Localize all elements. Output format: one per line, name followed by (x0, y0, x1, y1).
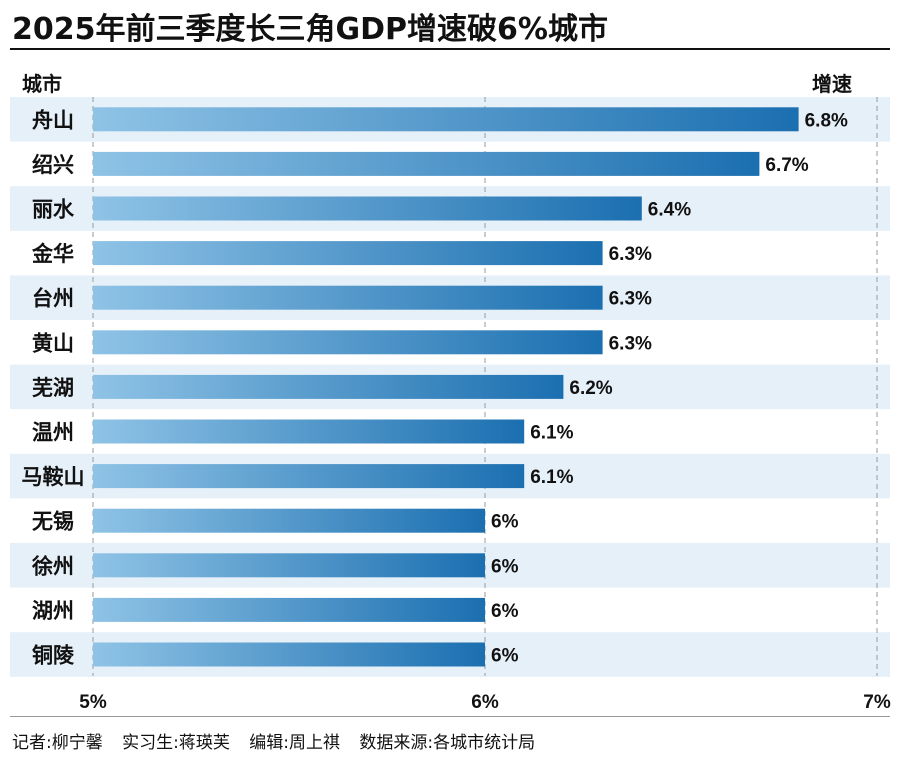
x-tick-label: 5% (79, 692, 107, 713)
bottom-divider (10, 716, 890, 717)
bar (93, 241, 603, 266)
bar (93, 374, 564, 399)
value-label: 6.1% (530, 423, 573, 444)
bar (93, 597, 485, 622)
category-label: 湖州 (32, 599, 74, 623)
value-label: 6.3% (609, 244, 652, 265)
bar (93, 642, 485, 667)
editor-credit: 编辑:周上祺 (249, 733, 341, 753)
value-label: 6.8% (805, 110, 848, 131)
value-label: 6.3% (609, 333, 652, 354)
bar (93, 553, 485, 578)
bar (93, 196, 642, 221)
value-label: 6.7% (765, 155, 808, 176)
category-label: 舟山 (32, 108, 74, 132)
category-label: 金华 (31, 242, 74, 266)
bar (93, 330, 603, 355)
value-label: 6.2% (569, 378, 612, 399)
bar (93, 151, 760, 176)
bar (93, 464, 525, 489)
value-label: 6.4% (648, 200, 691, 221)
intern-credit: 实习生:蒋瑛芙 (122, 733, 230, 753)
x-tick-label: 7% (863, 692, 891, 713)
value-label: 6.1% (530, 467, 573, 488)
value-label: 6.3% (609, 289, 652, 310)
chart-title: 2025年前三季度长三角GDP增速破6%城市 (12, 12, 608, 47)
bar (93, 285, 603, 310)
value-label: 6% (491, 601, 519, 622)
title-divider (10, 48, 890, 50)
category-label: 徐州 (31, 554, 74, 578)
credits-footer: 记者:柳宁馨 实习生:蒋瑛芙 编辑:周上祺 数据来源:各城市统计局 (12, 728, 549, 753)
category-label: 温州 (32, 421, 74, 445)
bar (93, 508, 485, 533)
bar (93, 107, 799, 132)
category-label: 无锡 (32, 510, 74, 534)
rate-column-header: 增速 (812, 72, 852, 96)
value-label: 6% (491, 512, 519, 533)
bar (93, 419, 525, 444)
reporter-credit: 记者:柳宁馨 (12, 733, 103, 753)
category-label: 黄山 (32, 331, 74, 355)
x-tick-label: 6% (471, 692, 499, 713)
data-source: 数据来源:各城市统计局 (359, 733, 536, 753)
category-label: 芜湖 (32, 376, 74, 400)
category-label: 台州 (32, 287, 74, 311)
category-label: 马鞍山 (22, 465, 85, 489)
category-label: 铜陵 (32, 644, 75, 668)
value-label: 6% (491, 556, 519, 577)
category-label: 绍兴 (32, 153, 74, 177)
city-column-header: 城市 (22, 72, 62, 96)
value-label: 6% (491, 646, 519, 667)
category-label: 丽水 (32, 198, 75, 222)
